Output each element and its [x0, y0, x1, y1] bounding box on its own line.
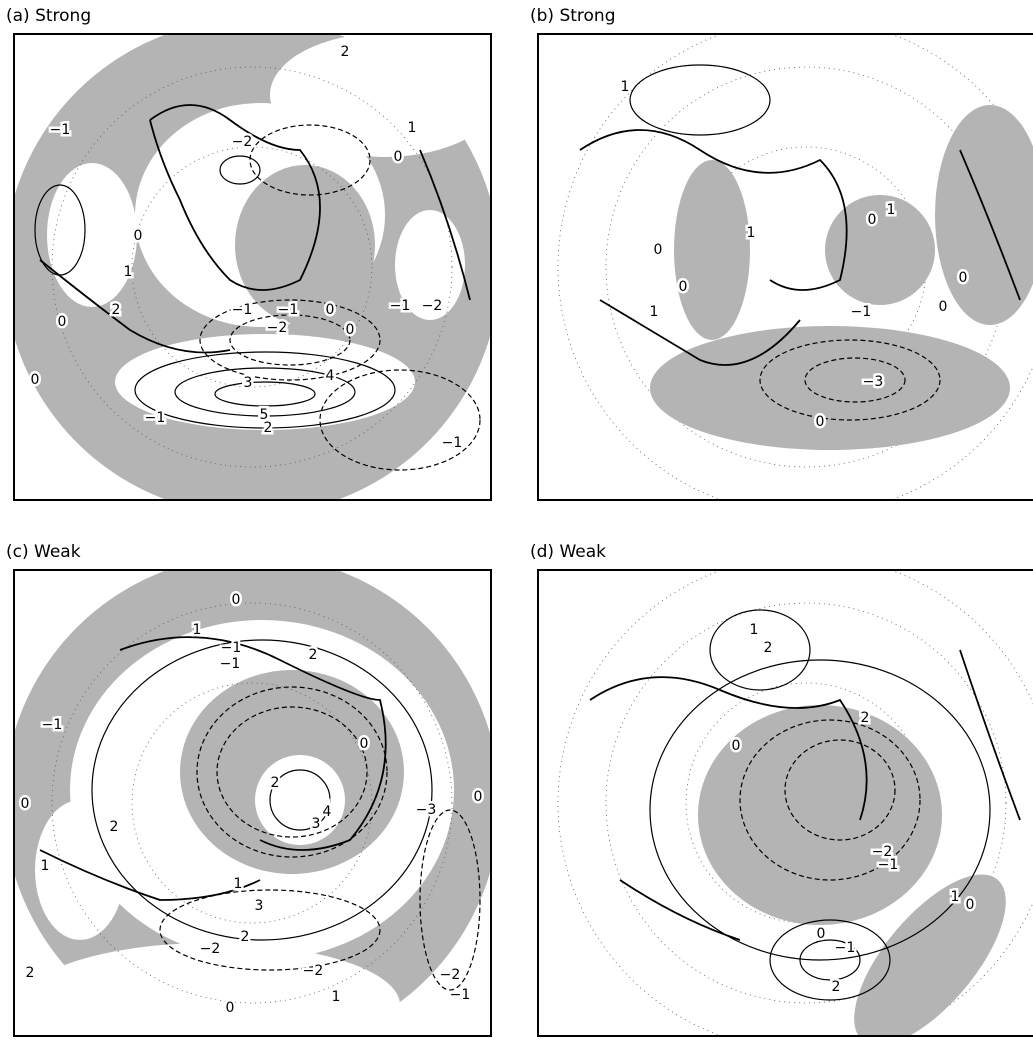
contour-label: 0: [679, 279, 688, 295]
contour-label: 1: [650, 304, 659, 320]
contour-label: 0: [226, 1000, 235, 1016]
contour-label: 1: [747, 225, 756, 241]
contour-label: 3: [312, 816, 321, 832]
contour-label: 1: [750, 622, 759, 638]
contour-label: 0: [31, 372, 40, 388]
contour-label: 2: [264, 420, 273, 436]
contour-label: 2: [861, 710, 870, 726]
contour-label: 0: [232, 592, 241, 608]
contour-label: 0: [654, 242, 663, 258]
contour-label: −1: [450, 987, 471, 1003]
contour-label: 2: [112, 302, 121, 318]
contour-label: −3: [863, 374, 884, 390]
contour-label: −1: [878, 857, 899, 873]
contour-label: 1: [41, 858, 50, 874]
panel-title: (d) Weak: [530, 542, 606, 562]
contour-label: 2: [764, 640, 773, 656]
map-a: [4, 19, 500, 515]
contour-label: −2: [232, 134, 253, 150]
contour-label: 0: [474, 789, 483, 805]
contour-label: 0: [959, 270, 968, 286]
contour-label: −1: [835, 940, 856, 956]
contour-label: −1: [220, 656, 241, 672]
contour-label: 4: [323, 804, 332, 820]
contour-label: 0: [134, 228, 143, 244]
contour-label: −2: [303, 963, 324, 979]
map-d: [558, 555, 1033, 1040]
contour-label: 3: [244, 375, 253, 391]
contour-label: −1: [851, 304, 872, 320]
contour-label: 0: [326, 302, 335, 318]
contour-label: 2: [309, 647, 318, 663]
contour-label: −1: [42, 717, 63, 733]
contour-label: 0: [58, 314, 67, 330]
contour-label: 1: [887, 202, 896, 218]
contour-label: −1: [278, 302, 299, 318]
contour-label: −2: [200, 941, 221, 957]
contour-label: −1: [442, 435, 463, 451]
contour-label: −1: [390, 298, 411, 314]
contour-label: −2: [440, 967, 461, 983]
contour-label: 1: [951, 889, 960, 905]
contour-label: 0: [966, 897, 975, 913]
panel-title: (c) Weak: [6, 542, 81, 562]
contour-label: 1: [234, 876, 243, 892]
panel-title: (b) Strong: [530, 6, 616, 26]
contour-label: 0: [21, 796, 30, 812]
contour-label: 2: [271, 775, 280, 791]
contour-label: 2: [110, 819, 119, 835]
contour-label: −1: [221, 640, 242, 656]
contour-label: 0: [346, 322, 355, 338]
contour-label: −3: [416, 802, 437, 818]
contour-label: −2: [267, 320, 288, 336]
contour-label: 1: [124, 264, 133, 280]
contour-label: 0: [360, 736, 369, 752]
contour-label: 0: [868, 212, 877, 228]
contour-label: −1: [145, 410, 166, 426]
contour-label: −1: [232, 302, 253, 318]
map-c: [4, 555, 500, 1040]
contour-label: −2: [422, 298, 443, 314]
contour-label: 0: [394, 149, 403, 165]
contour-label: −1: [50, 122, 71, 138]
contour-label: 0: [939, 299, 948, 315]
contour-label: 3: [255, 898, 264, 914]
contour-label: 1: [621, 79, 630, 95]
contour-label: 2: [341, 44, 350, 60]
panel-title: (a) Strong: [6, 6, 91, 26]
contour-label: 2: [241, 929, 250, 945]
contour-label: 0: [732, 738, 741, 754]
contour-label: 1: [332, 989, 341, 1005]
contour-label: 1: [193, 622, 202, 638]
contour-label: 2: [26, 965, 35, 981]
figure: (a) Strong−12−20101200−1−1−200−1−23452−1…: [0, 0, 1033, 1040]
contour-label: 0: [817, 926, 826, 942]
contour-label: 1: [408, 120, 417, 136]
contour-label: 2: [832, 979, 841, 995]
contour-label: 4: [326, 368, 335, 384]
contour-label: 0: [816, 414, 825, 430]
